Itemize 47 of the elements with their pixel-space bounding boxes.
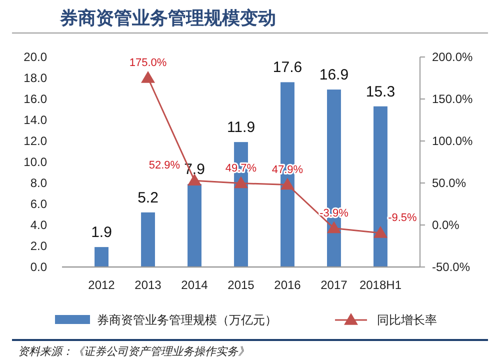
bar (374, 106, 388, 267)
x-tick-label: 2017 (320, 278, 348, 292)
y2-tick-label: 50.0% (432, 176, 466, 190)
y2-tick-label: 200.0% (432, 50, 474, 64)
chart-title: 券商资管业务管理规模变动 (59, 8, 276, 28)
data-label: 5.2 (138, 189, 158, 206)
legend-label: 券商资管业务管理规模（万亿元） (97, 313, 277, 327)
data-label: 17.6 (272, 59, 302, 76)
y-tick-label: 20.0 (24, 50, 48, 64)
x-tick-label: 2016 (274, 278, 302, 292)
data-label: 175.0% (129, 57, 167, 69)
bar (141, 212, 155, 267)
y-tick-label: 2.0 (30, 239, 48, 253)
data-label: 15.3 (366, 83, 396, 100)
point (280, 178, 294, 190)
y2-tick-label: 100.0% (432, 134, 474, 148)
y-tick-label: 6.0 (30, 197, 48, 211)
data-label: 52.9% (148, 160, 180, 172)
data-label: 1.9 (91, 224, 112, 242)
x-tick-label: 2015 (228, 278, 255, 292)
y-tick-label: 4.0 (30, 218, 48, 232)
x-tick-label: 2018H1 (359, 278, 402, 292)
bar (94, 247, 108, 267)
data-label: 16.9 (319, 66, 349, 84)
y-tick-label: 16.0 (24, 92, 48, 106)
bar (188, 184, 202, 267)
y-tick-label: 0.0 (30, 260, 48, 274)
data-label: -3.9% (320, 207, 349, 220)
point (141, 71, 156, 83)
data-label: -9.5% (388, 212, 418, 224)
y-tick-label: 14.0 (24, 113, 48, 127)
y-tick-label: 10.0 (24, 155, 48, 169)
point (326, 221, 341, 234)
x-tick-label: 2012 (88, 278, 116, 292)
data-label: 11.9 (226, 119, 256, 136)
text: 资料来源：《证券公司资产管理业务操作实务》 (18, 345, 249, 358)
legend-label: 同比增长率 (377, 313, 437, 327)
y-tick-label: 18.0 (24, 71, 48, 85)
point (234, 176, 248, 188)
point (373, 226, 388, 238)
x-tick-label: 2013 (134, 278, 162, 292)
y-tick-label: 8.0 (30, 176, 48, 190)
y2-tick-label: 150.0% (432, 92, 474, 106)
y2-tick-label: 0.0% (432, 218, 460, 232)
x-tick-label: 2014 (181, 278, 208, 292)
y2-tick-label: -50.0% (432, 260, 470, 274)
y-tick-label: 12.0 (24, 134, 48, 148)
